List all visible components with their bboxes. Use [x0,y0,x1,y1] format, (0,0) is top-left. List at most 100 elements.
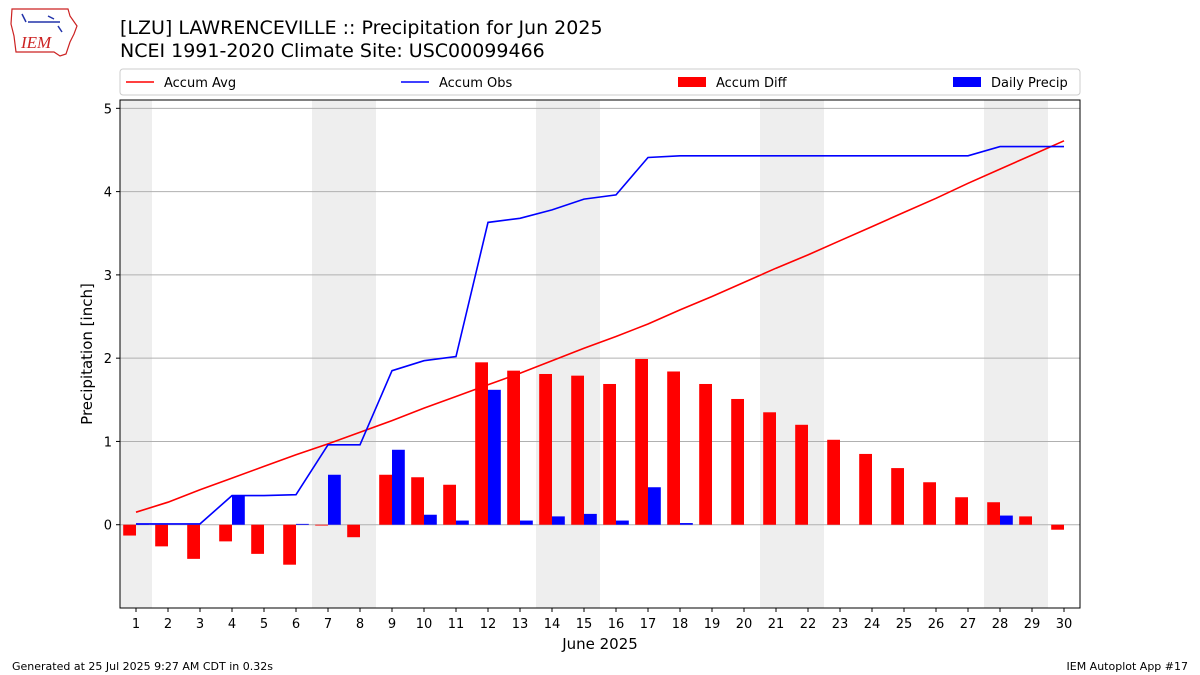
x-tick-label: 26 [928,617,945,632]
y-tick-label: 2 [104,352,112,367]
accum-diff-bar [1051,524,1064,530]
weekend-band [536,100,568,608]
accum-diff-bar [283,524,296,565]
x-tick-label: 25 [896,617,913,632]
daily-precip-bar [296,523,309,525]
legend-label: Accum Diff [716,76,788,91]
x-tick-label: 21 [768,617,785,632]
accum-diff-bar [955,497,968,525]
y-tick-label: 0 [104,519,112,534]
accum-diff-bar [251,524,264,554]
x-tick-label: 18 [672,617,689,632]
daily-precip-bar [456,520,469,525]
x-tick-label: 2 [164,617,172,632]
weekend-band [760,100,792,608]
accum-diff-bar [763,412,776,525]
accum-diff-bar [987,502,1000,525]
weekend-band [312,100,344,608]
daily-precip-bar [488,389,501,525]
accum-obs-line [136,145,1064,525]
x-tick-label: 11 [448,617,465,632]
accum-diff-bar [891,468,904,525]
iowa-outline-shape [10,8,78,57]
x-tick-label: 6 [292,617,300,632]
weekend-band [792,100,824,608]
y-tick-label: 5 [104,102,112,117]
accum-diff-bar [635,358,648,525]
legend-bar-swatch [953,77,981,87]
legend-label: Daily Precip [991,76,1068,91]
x-tick-label: 4 [228,617,236,632]
weekend-band [1016,100,1048,608]
weekend-band [984,100,1016,608]
plot-frame [119,99,1081,609]
weather-symbols-icon [21,13,63,33]
accum-diff-bar [923,482,936,525]
accum-diff-bar [667,371,680,525]
chart-title: [LZU] LAWRENCEVILLE :: Precipitation for… [120,17,603,39]
accum-diff-bar [411,477,424,525]
x-tick-label: 29 [1024,617,1041,632]
x-axis-label: June 2025 [561,635,638,653]
accum-diff-bar [1019,516,1032,525]
accum-diff-bar [571,375,584,525]
x-tick-label: 8 [356,617,364,632]
accum-diff-bar [219,524,232,542]
y-tick-label: 3 [104,269,112,284]
daily-precip-bar [392,449,405,525]
x-tick-label: 12 [480,617,497,632]
accum-diff-bar [603,383,616,525]
accum-diff-bar [155,524,168,547]
y-axis-label: Precipitation [inch] [78,283,96,425]
accum-diff-bar [475,362,488,525]
daily-precip-bar [552,516,565,525]
legend-label: Accum Avg [164,76,236,91]
accum-diff-bar [859,453,872,525]
accum-diff-bar [795,424,808,525]
accum-avg-line [135,140,1065,513]
logo-text: IEM [20,33,52,52]
x-tick-label: 15 [576,617,593,632]
daily-precip-bar [232,495,245,525]
x-tick-label: 1 [132,617,140,632]
x-tick-label: 5 [260,617,268,632]
x-tick-label: 7 [324,617,332,632]
x-tick-label: 9 [388,617,396,632]
daily-precip-bar [520,520,533,525]
x-tick-label: 28 [992,617,1009,632]
daily-precip-bar [328,474,341,525]
weekend-band [344,100,376,608]
x-tick-label: 3 [196,617,204,632]
x-tick-label: 10 [416,617,433,632]
accum-diff-bar [123,524,136,536]
accum-diff-bar [187,524,200,559]
accum-diff-bar [827,439,840,525]
accum-diff-bar [315,524,328,526]
x-tick-label: 13 [512,617,529,632]
daily-precip-bar [680,523,693,525]
iem-logo: IEM [10,8,78,57]
legend-bar-swatch [678,77,706,87]
x-tick-label: 27 [960,617,977,632]
daily-precip-bar [584,513,597,525]
accum-diff-bar [539,373,552,525]
x-tick-label: 23 [832,617,849,632]
daily-precip-bar [424,514,437,525]
accum-diff-bar [443,484,456,525]
footer-app: IEM Autoplot App #17 [1066,660,1189,673]
footer-generated: Generated at 25 Jul 2025 9:27 AM CDT in … [12,660,273,673]
x-tick-label: 17 [640,617,657,632]
x-tick-label: 22 [800,617,817,632]
legend-label: Accum Obs [439,76,512,91]
x-tick-label: 24 [864,617,881,632]
accum-diff-bar [731,398,744,525]
y-tick-label: 4 [104,186,112,201]
x-tick-label: 16 [608,617,625,632]
legend-box [119,68,1081,96]
x-tick-label: 19 [704,617,721,632]
x-tick-label: 30 [1056,617,1073,632]
daily-precip-bar [616,520,629,525]
accum-diff-bar [507,370,520,525]
daily-precip-bar [648,487,661,525]
